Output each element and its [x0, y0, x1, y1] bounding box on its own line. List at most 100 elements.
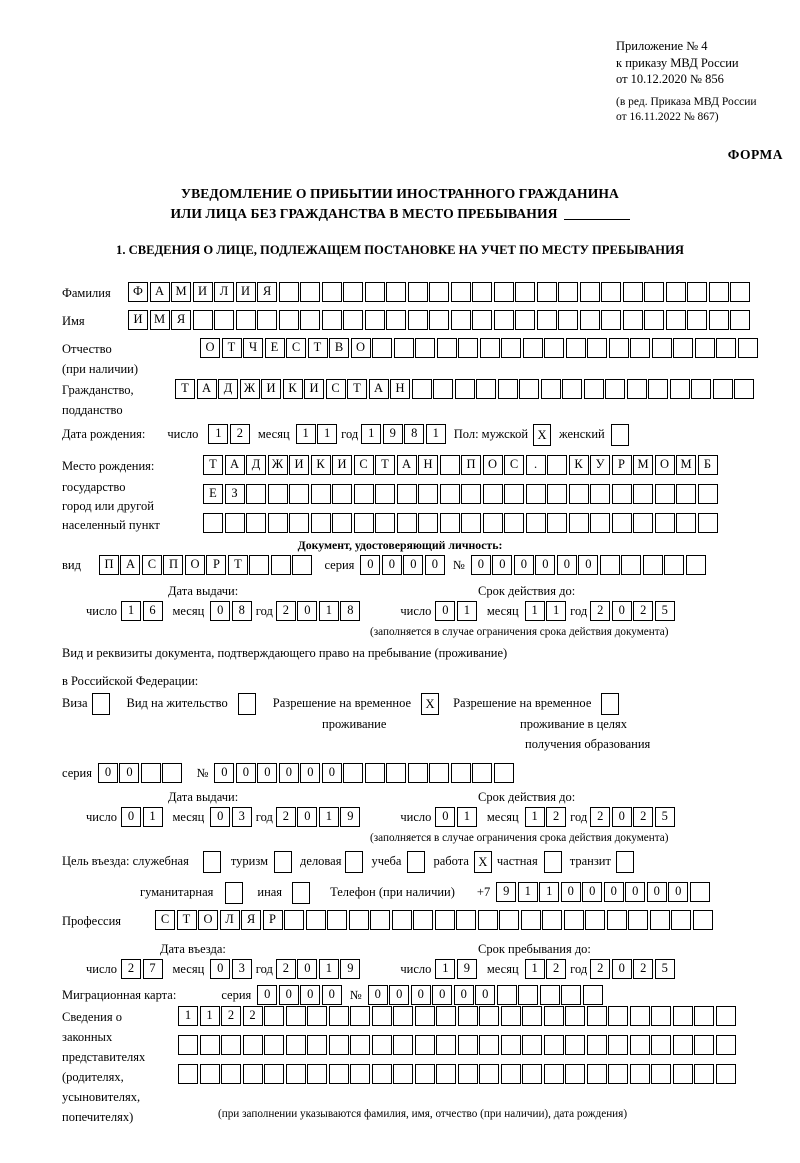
legal-row3-cells-cell[interactable] [264, 1064, 284, 1084]
birthplace-row2-cells-cell[interactable] [633, 484, 653, 504]
birthplace-row3-cells-cell[interactable] [418, 513, 438, 533]
citizenship-cells-cell[interactable]: А [368, 379, 389, 399]
doc-valid-year-cells-cell[interactable]: 0 [611, 601, 632, 621]
surname-cells-cell[interactable] [536, 282, 557, 302]
firstname-cells-cell[interactable] [558, 310, 578, 330]
birthplace-row3-cells-cell[interactable] [246, 513, 266, 533]
doc-issue-day-cells-cell[interactable]: 6 [142, 601, 163, 621]
birthplace-row3-cells-cell[interactable] [289, 513, 309, 533]
firstname-cells-cell[interactable]: Я [171, 310, 191, 330]
perm-issue-year-cells-cell[interactable]: 1 [318, 807, 339, 827]
purpose-private-checkbox[interactable] [543, 851, 562, 873]
legal-row3-cells-cell[interactable] [479, 1064, 499, 1084]
temp-res-edu-checkbox[interactable] [601, 693, 620, 715]
doc-issue-year-cells-cell[interactable]: 0 [297, 601, 318, 621]
surname-cells-cell[interactable] [515, 282, 535, 302]
firstname-cells-cell[interactable] [407, 310, 428, 330]
legal-row3-cells-cell[interactable] [608, 1064, 628, 1084]
birthplace-row3-cells-cell[interactable] [633, 513, 653, 533]
mig-series-cells-cell[interactable]: 0 [300, 985, 321, 1005]
profession-cells-cell[interactable] [370, 910, 390, 930]
birthplace-row2-cells-cell[interactable] [289, 484, 309, 504]
citizenship-cells-cell[interactable] [411, 379, 432, 399]
legal-row3-cells-cell[interactable] [371, 1064, 392, 1084]
citizenship-cells-cell[interactable]: Ж [239, 379, 260, 399]
perm-valid-month-cells-cell[interactable]: 2 [546, 807, 567, 827]
perm-number-cells-cell[interactable]: 0 [321, 763, 342, 783]
patronymic-cells-cell[interactable] [393, 338, 414, 358]
profession-cells-cell[interactable] [327, 910, 347, 930]
purpose-work-checkbox[interactable]: X [473, 851, 492, 873]
perm-number-cells-cell[interactable]: 0 [235, 763, 256, 783]
patronymic-cells-cell[interactable] [479, 338, 500, 358]
legal-row2-cells-cell[interactable] [522, 1035, 542, 1055]
citizenship-cells-cell[interactable] [626, 379, 647, 399]
doc-kind-cells-cell[interactable]: П [98, 555, 119, 575]
mig-number-cells-cell[interactable]: 0 [389, 985, 410, 1005]
birthplace-row3-cells-cell[interactable] [203, 513, 223, 533]
mig-number-cells-cell[interactable] [496, 985, 517, 1005]
legal-row2-cells-cell[interactable] [715, 1035, 736, 1055]
citizenship-cells-cell[interactable]: К [282, 379, 303, 399]
legal-row3-cells-cell[interactable] [328, 1064, 349, 1084]
firstname-cells-cell[interactable] [364, 310, 385, 330]
mig-number-cells-cell[interactable]: 0 [475, 985, 496, 1005]
purpose-tourism-checkbox[interactable] [274, 851, 293, 873]
surname-cells-cell[interactable] [644, 282, 664, 302]
birthplace-row2-cells-cell[interactable] [504, 484, 524, 504]
surname-cells-cell[interactable] [622, 282, 643, 302]
birthplace-row2-cells-cell[interactable] [697, 484, 718, 504]
stay-year-cells-cell[interactable]: 0 [611, 959, 632, 979]
legal-row1-cells-cell[interactable] [629, 1006, 650, 1026]
doc-kind-cells-cell[interactable]: А [120, 555, 141, 575]
birthplace-row1-cells-cell[interactable]: У [590, 455, 610, 475]
citizenship-cells-cell[interactable]: Т [347, 379, 367, 399]
birthplace-row3-cells-cell[interactable] [654, 513, 675, 533]
firstname-cells-cell[interactable] [386, 310, 406, 330]
birthplace-row2-cells-cell[interactable] [461, 484, 481, 504]
profession-cells-cell[interactable] [348, 910, 369, 930]
perm-number-cells-cell[interactable] [450, 763, 471, 783]
birthplace-row3-cells-cell[interactable] [267, 513, 288, 533]
patronymic-cells-cell[interactable]: Т [307, 338, 328, 358]
perm-issue-month-cells-cell[interactable]: 0 [210, 807, 231, 827]
legal-row2-cells-cell[interactable] [178, 1035, 198, 1055]
surname-cells-cell[interactable] [407, 282, 428, 302]
patronymic-cells-cell[interactable] [501, 338, 521, 358]
legal-row1-cells-cell[interactable] [436, 1006, 456, 1026]
legal-row1-cells-cell[interactable] [694, 1006, 714, 1026]
firstname-cells-cell[interactable] [257, 310, 277, 330]
profession-cells-cell[interactable] [413, 910, 433, 930]
surname-cells-cell[interactable]: И [192, 282, 213, 302]
surname-cells-cell[interactable]: А [149, 282, 170, 302]
legal-row2-cells-cell[interactable] [199, 1035, 220, 1055]
legal-row3-cells-cell[interactable] [586, 1064, 607, 1084]
phone-number-cells-cell[interactable]: 0 [582, 882, 603, 902]
legal-row3-cells-cell[interactable] [436, 1064, 456, 1084]
legal-row2-cells[interactable] [178, 1035, 736, 1055]
firstname-cells-cell[interactable] [708, 310, 729, 330]
birth-year-cells-cell[interactable]: 9 [382, 424, 403, 444]
legal-row3-cells[interactable] [178, 1064, 736, 1084]
firstname-cells-cell[interactable] [644, 310, 664, 330]
birthplace-row3-cells-cell[interactable] [590, 513, 610, 533]
phone-number-cells-cell[interactable] [689, 882, 710, 902]
birthplace-row1-cells-cell[interactable]: Р [611, 455, 632, 475]
patronymic-cells-cell[interactable]: Т [221, 338, 242, 358]
surname-cells-cell[interactable] [429, 282, 449, 302]
firstname-cells-cell[interactable] [214, 310, 234, 330]
citizenship-cells-cell[interactable]: И [261, 379, 281, 399]
legal-row3-cells-cell[interactable] [651, 1064, 671, 1084]
doc-valid-year-cells-cell[interactable]: 5 [654, 601, 675, 621]
doc-number-cells-cell[interactable] [642, 555, 663, 575]
